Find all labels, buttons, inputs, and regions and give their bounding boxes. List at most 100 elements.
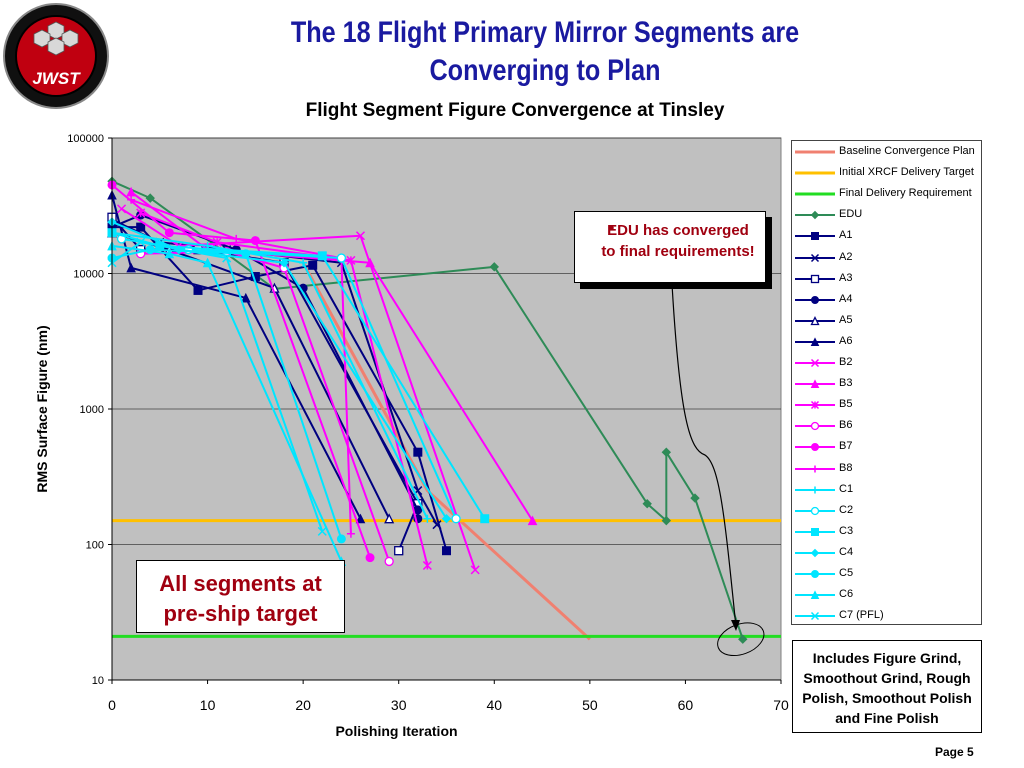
legend-label: A3 [839,271,853,284]
legend-label: B6 [839,419,853,432]
data-point-c5 [336,534,346,544]
legend-label: C4 [839,545,854,558]
legend-label: B8 [839,461,853,474]
legend-swatch [795,506,835,515]
legend-swatch [795,337,835,346]
legend-item-a1: A1 [792,226,981,246]
data-point-b2 [117,204,127,214]
data-point-b5 [212,237,222,247]
pre-ship-target-callout: All segments at pre-ship target [136,560,345,633]
legend-swatch [795,315,835,325]
data-point-b8 [346,529,355,538]
data-point-b5 [346,255,356,265]
legend-item-a4: A4 [792,290,981,310]
data-point-c1 [299,258,308,267]
data-point-c5 [241,249,251,259]
data-point-c2 [451,514,461,524]
data-point-c6 [164,248,175,259]
data-point-c7-pfl [317,526,327,536]
series-line-c7-pfl [111,241,324,532]
legend-label: Final Delivery Requirement [839,187,972,200]
data-point-c4 [441,514,452,524]
legend-item-c4: C4 [792,543,981,563]
data-point-b3 [365,257,375,268]
data-point-c6 [202,257,213,268]
series-line-b3 [130,191,534,522]
data-point-edu [642,499,652,509]
legend-label: A5 [839,313,853,326]
legend-swatch-marker [810,274,820,283]
y-axis-label: RMS Surface Figure (nm) [34,325,50,492]
data-point-edu [661,447,672,457]
data-point-c3 [480,514,490,524]
legend-swatch [795,150,835,154]
legend-item-c7-pfl: C7 (PFL) [792,606,981,626]
legend-item-a6: A6 [792,332,981,352]
data-point-a1 [136,222,146,232]
jwst-logo: JWST [3,3,109,109]
data-point-b5 [422,560,432,571]
edu-callout-arrowhead [731,620,740,631]
legend-item-b2: B2 [792,353,981,373]
series-line-a6 [111,194,362,520]
legend-label: C3 [839,524,854,537]
data-point-b2 [355,231,366,241]
series-line-b5 [140,211,429,566]
legend-swatch-marker [810,253,820,262]
legend-label: A2 [839,250,853,263]
chart-legend: Baseline Convergence Plan Initial XRCF De… [791,140,982,625]
legend-swatch [795,232,835,241]
legend-label: C2 [839,503,854,516]
legend-label: Initial XRCF Delivery Target [839,166,974,179]
legend-swatch [795,548,835,558]
legend-item-b7: B7 [792,437,981,457]
edu-callout-pointer [671,283,737,628]
legend-swatch [795,465,835,472]
data-point-a1 [442,546,451,556]
data-point-edu [661,515,672,526]
legend-swatch-marker [810,548,820,558]
legend-label: EDU [839,208,863,221]
series-c7-pfl [107,237,327,536]
legend-label: C5 [839,567,854,579]
legend-label: A4 [839,292,853,305]
legend-swatch [795,192,835,196]
data-point-edu [489,262,499,272]
legend-item-baseline-convergence-plan: Baseline Convergence Plan [792,142,981,162]
data-point-c7-pfl [136,237,146,247]
legend-item-b5: B5 [792,395,981,415]
x-tick-label: 60 [678,697,694,713]
legend-label: C7 (PFL) [839,609,884,622]
legend-swatch [795,590,835,600]
data-point-a1 [308,260,318,270]
y-tick-label: 100000 [67,133,104,145]
y-tick-label: 10000 [73,269,104,281]
legend-label: C1 [839,482,854,495]
title-line-2: Converging to Plan [429,54,661,87]
data-point-a1 [413,447,423,457]
y-tick-label: 10 [92,675,104,687]
legend-swatch-marker [811,232,819,241]
legend-item-b3: B3 [792,374,981,394]
legend-swatch [795,211,835,220]
legend-label: A6 [839,334,853,347]
legend-swatch-marker [811,465,819,472]
chart-title: Flight Segment Figure Convergence at Tin… [305,100,725,121]
legend-label: B3 [839,377,853,390]
legend-swatch [795,612,835,621]
legend-item-edu: EDU [792,205,981,225]
x-tick-label: 50 [582,697,598,713]
legend-swatch-marker [810,315,820,325]
legend-item-c2: C2 [792,501,981,521]
legend-swatch-marker [810,211,820,220]
legend-label: B2 [839,356,853,368]
data-point-b8 [127,195,136,204]
legend-swatch-marker [811,570,819,578]
data-point-c7-pfl [222,253,232,263]
data-point-edu [145,193,155,203]
edu-callout-bullet: • [609,220,615,237]
legend-item-c6: C6 [792,585,981,605]
legend-label: Baseline Convergence Plan [839,145,975,157]
data-point-c2 [336,253,347,263]
data-point-b7 [365,553,375,563]
